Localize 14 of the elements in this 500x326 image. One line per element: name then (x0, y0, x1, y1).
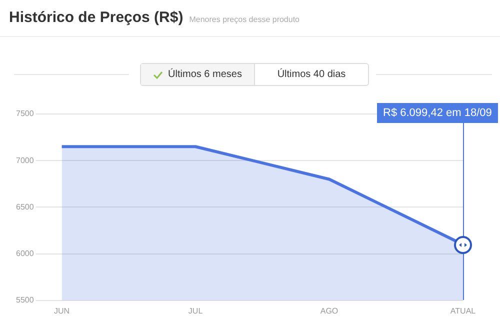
chart-subtitle: Menores preços desse produto (189, 15, 300, 24)
x-tick-label: ATUAL (450, 306, 476, 316)
y-tick-label: 6500 (16, 202, 34, 212)
y-tick-label: 7500 (16, 109, 34, 118)
annotation: R$ 6.099,42 em 18/09 (377, 103, 498, 123)
y-tick-label: 5500 (16, 296, 34, 305)
text: Últimos 40 dias (276, 67, 347, 82)
x-tick-label: AGO (320, 306, 338, 316)
x-tick-label: JUN (54, 306, 70, 316)
y-tick-label: 6000 (16, 249, 34, 258)
text: Últimos 6 meses (168, 69, 242, 80)
x-tick-label: JUL (188, 306, 204, 316)
y-tick-label: 7000 (16, 156, 34, 165)
chart-title: Histórico de Preços (R$) (9, 9, 184, 26)
